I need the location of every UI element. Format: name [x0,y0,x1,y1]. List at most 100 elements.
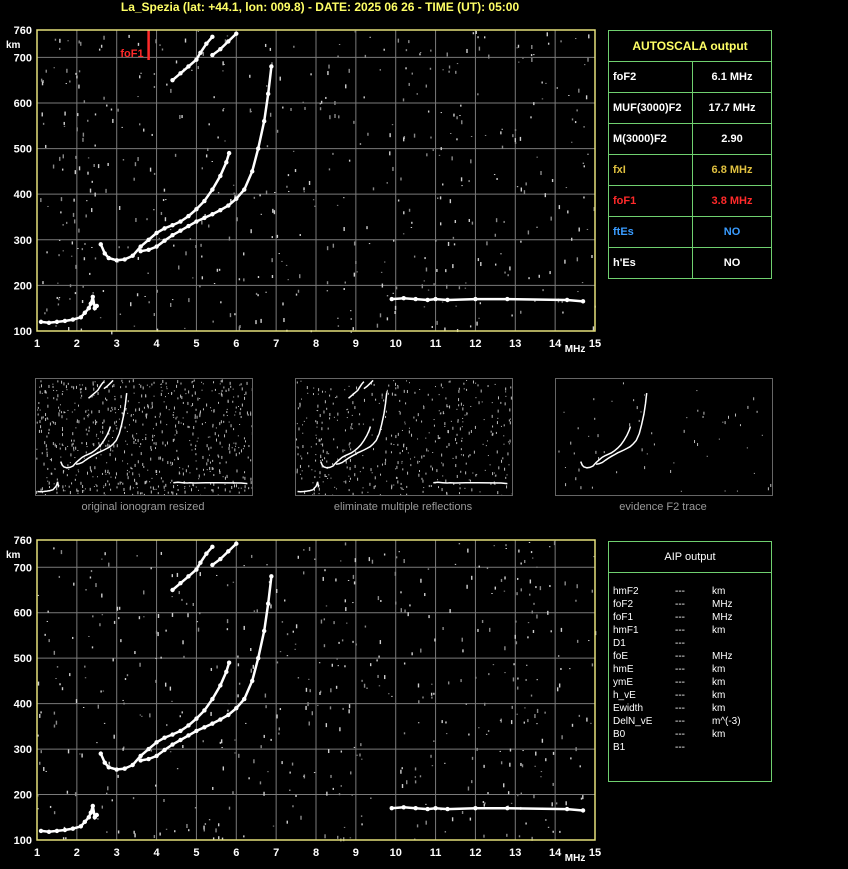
noise-speck [164,682,167,687]
thumb-noise [463,388,465,390]
thumb-noise [132,472,134,476]
thumb-noise [300,455,302,457]
thumb-noise [403,446,405,448]
noise-speck [94,257,97,260]
noise-speck [292,805,294,808]
thumb-noise [191,394,193,397]
noise-speck [414,780,417,784]
thumb-noise [153,488,155,490]
thumb-noise [61,426,63,428]
noise-speck [564,581,566,586]
thumb-noise [457,419,459,422]
noise-speck [111,330,113,335]
thumb-noise [135,419,137,423]
noise-speck [105,188,107,193]
noise-speck [391,695,393,697]
thumb-noise [74,402,76,404]
noise-speck [469,817,472,821]
thumb-noise [165,405,167,409]
noise-speck [243,835,245,838]
thumb-noise [475,397,477,399]
noise-speck [276,129,279,133]
thumb-noise [248,445,250,448]
thumb-noise [98,442,100,445]
noise-speck [536,156,538,158]
thumb-noise [397,480,399,484]
noise-speck [295,794,297,797]
thumb-noise [159,416,161,418]
thumb-noise [442,463,444,467]
noise-speck [359,753,361,757]
thumb-noise [344,429,346,432]
noise-speck [438,154,441,156]
noise-speck [369,663,372,667]
noise-speck [255,292,258,295]
autoscala-row-hes: h'Es NO [609,248,771,278]
noise-speck [540,771,543,773]
thumb-noise [81,384,83,386]
noise-speck [171,612,174,617]
noise-speck [250,111,253,113]
thumb-noise [385,450,387,454]
noise-speck [381,283,384,288]
noise-speck [122,159,125,161]
thumb-noise [98,443,100,446]
thumb-noise [506,474,508,476]
noise-speck [400,608,402,613]
noise-speck [220,301,222,304]
thumb-noise [127,476,129,480]
noise-speck [208,224,210,228]
thumb-noise [223,386,225,389]
noise-speck [155,630,158,634]
noise-speck [102,290,105,293]
thumb-noise [209,466,211,470]
noise-speck [448,65,451,69]
thumb-noise [195,453,197,456]
thumb-noise [680,490,682,492]
noise-speck [417,683,420,688]
thumb-noise [96,489,98,492]
thumb-noise [175,429,177,431]
noise-speck [139,662,141,667]
thumb-noise [97,438,99,440]
thumb-noise [70,453,72,457]
thumb-noise [336,446,338,449]
noise-speck [337,325,340,327]
noise-speck [153,73,156,76]
noise-speck [297,555,299,559]
noise-speck [427,110,430,113]
noise-speck [479,302,482,305]
noise-speck [325,723,328,728]
noise-speck [504,672,506,674]
noise-speck [217,823,220,827]
thumb-noise [75,446,77,450]
trace-line [99,662,231,771]
thumb-noise [306,417,308,419]
thumb-noise [40,488,42,492]
noise-speck [212,837,215,841]
noise-speck [397,38,400,43]
noise-speck [173,244,175,247]
thumb-noise [184,490,186,494]
thumb-noise [316,437,318,439]
thumb-noise [90,469,92,472]
thumb-noise [441,462,443,464]
noise-speck [311,711,314,716]
noise-speck [500,761,503,765]
noise-speck [352,574,355,579]
thumb-noise [321,421,323,424]
thumb-noise [315,434,317,436]
thumb-noise [233,428,235,431]
thumb-noise [226,415,228,417]
thumb-noise [371,472,373,474]
noise-speck [517,686,519,690]
noise-speck [243,252,245,256]
noise-speck [549,546,551,548]
thumb-noise [48,428,50,431]
noise-speck [520,792,523,794]
thumb-trace [580,426,632,469]
noise-speck [53,711,56,715]
thumb-noise [474,425,476,429]
noise-speck [75,264,77,269]
noise-speck [328,168,331,171]
